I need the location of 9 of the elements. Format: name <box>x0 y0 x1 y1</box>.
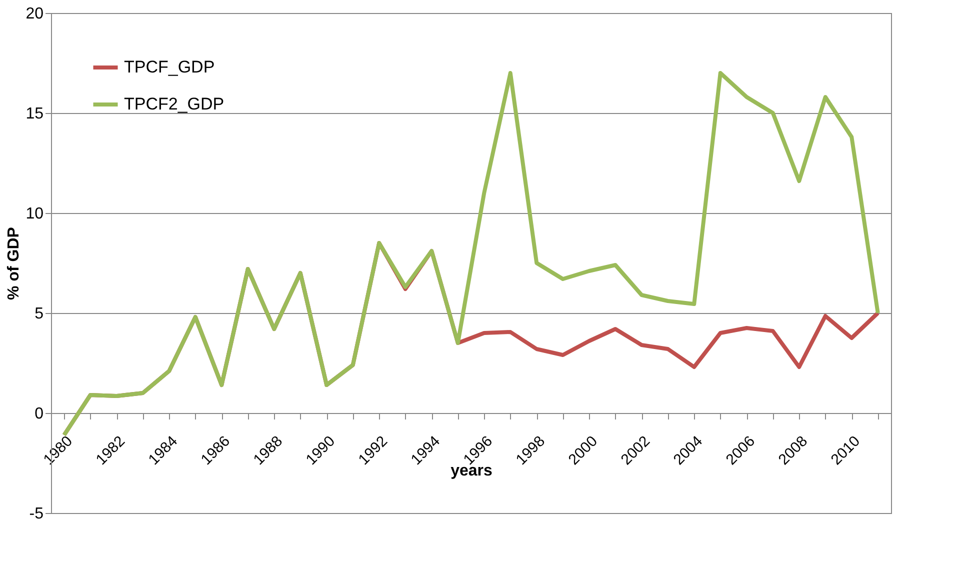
legend-label: TPCF_GDP <box>124 58 215 76</box>
y-tick-label: 10 <box>26 206 44 222</box>
y-tick-label: 5 <box>34 306 44 322</box>
y-tick-label: 15 <box>26 106 44 122</box>
y-tick-label: 0 <box>34 406 44 422</box>
legend-label: TPCF2_GDP <box>124 94 224 114</box>
y-tick-label: -5 <box>29 506 44 522</box>
y-axis-title: % of GDP <box>6 226 23 300</box>
y-tick-label: 20 <box>26 6 44 22</box>
